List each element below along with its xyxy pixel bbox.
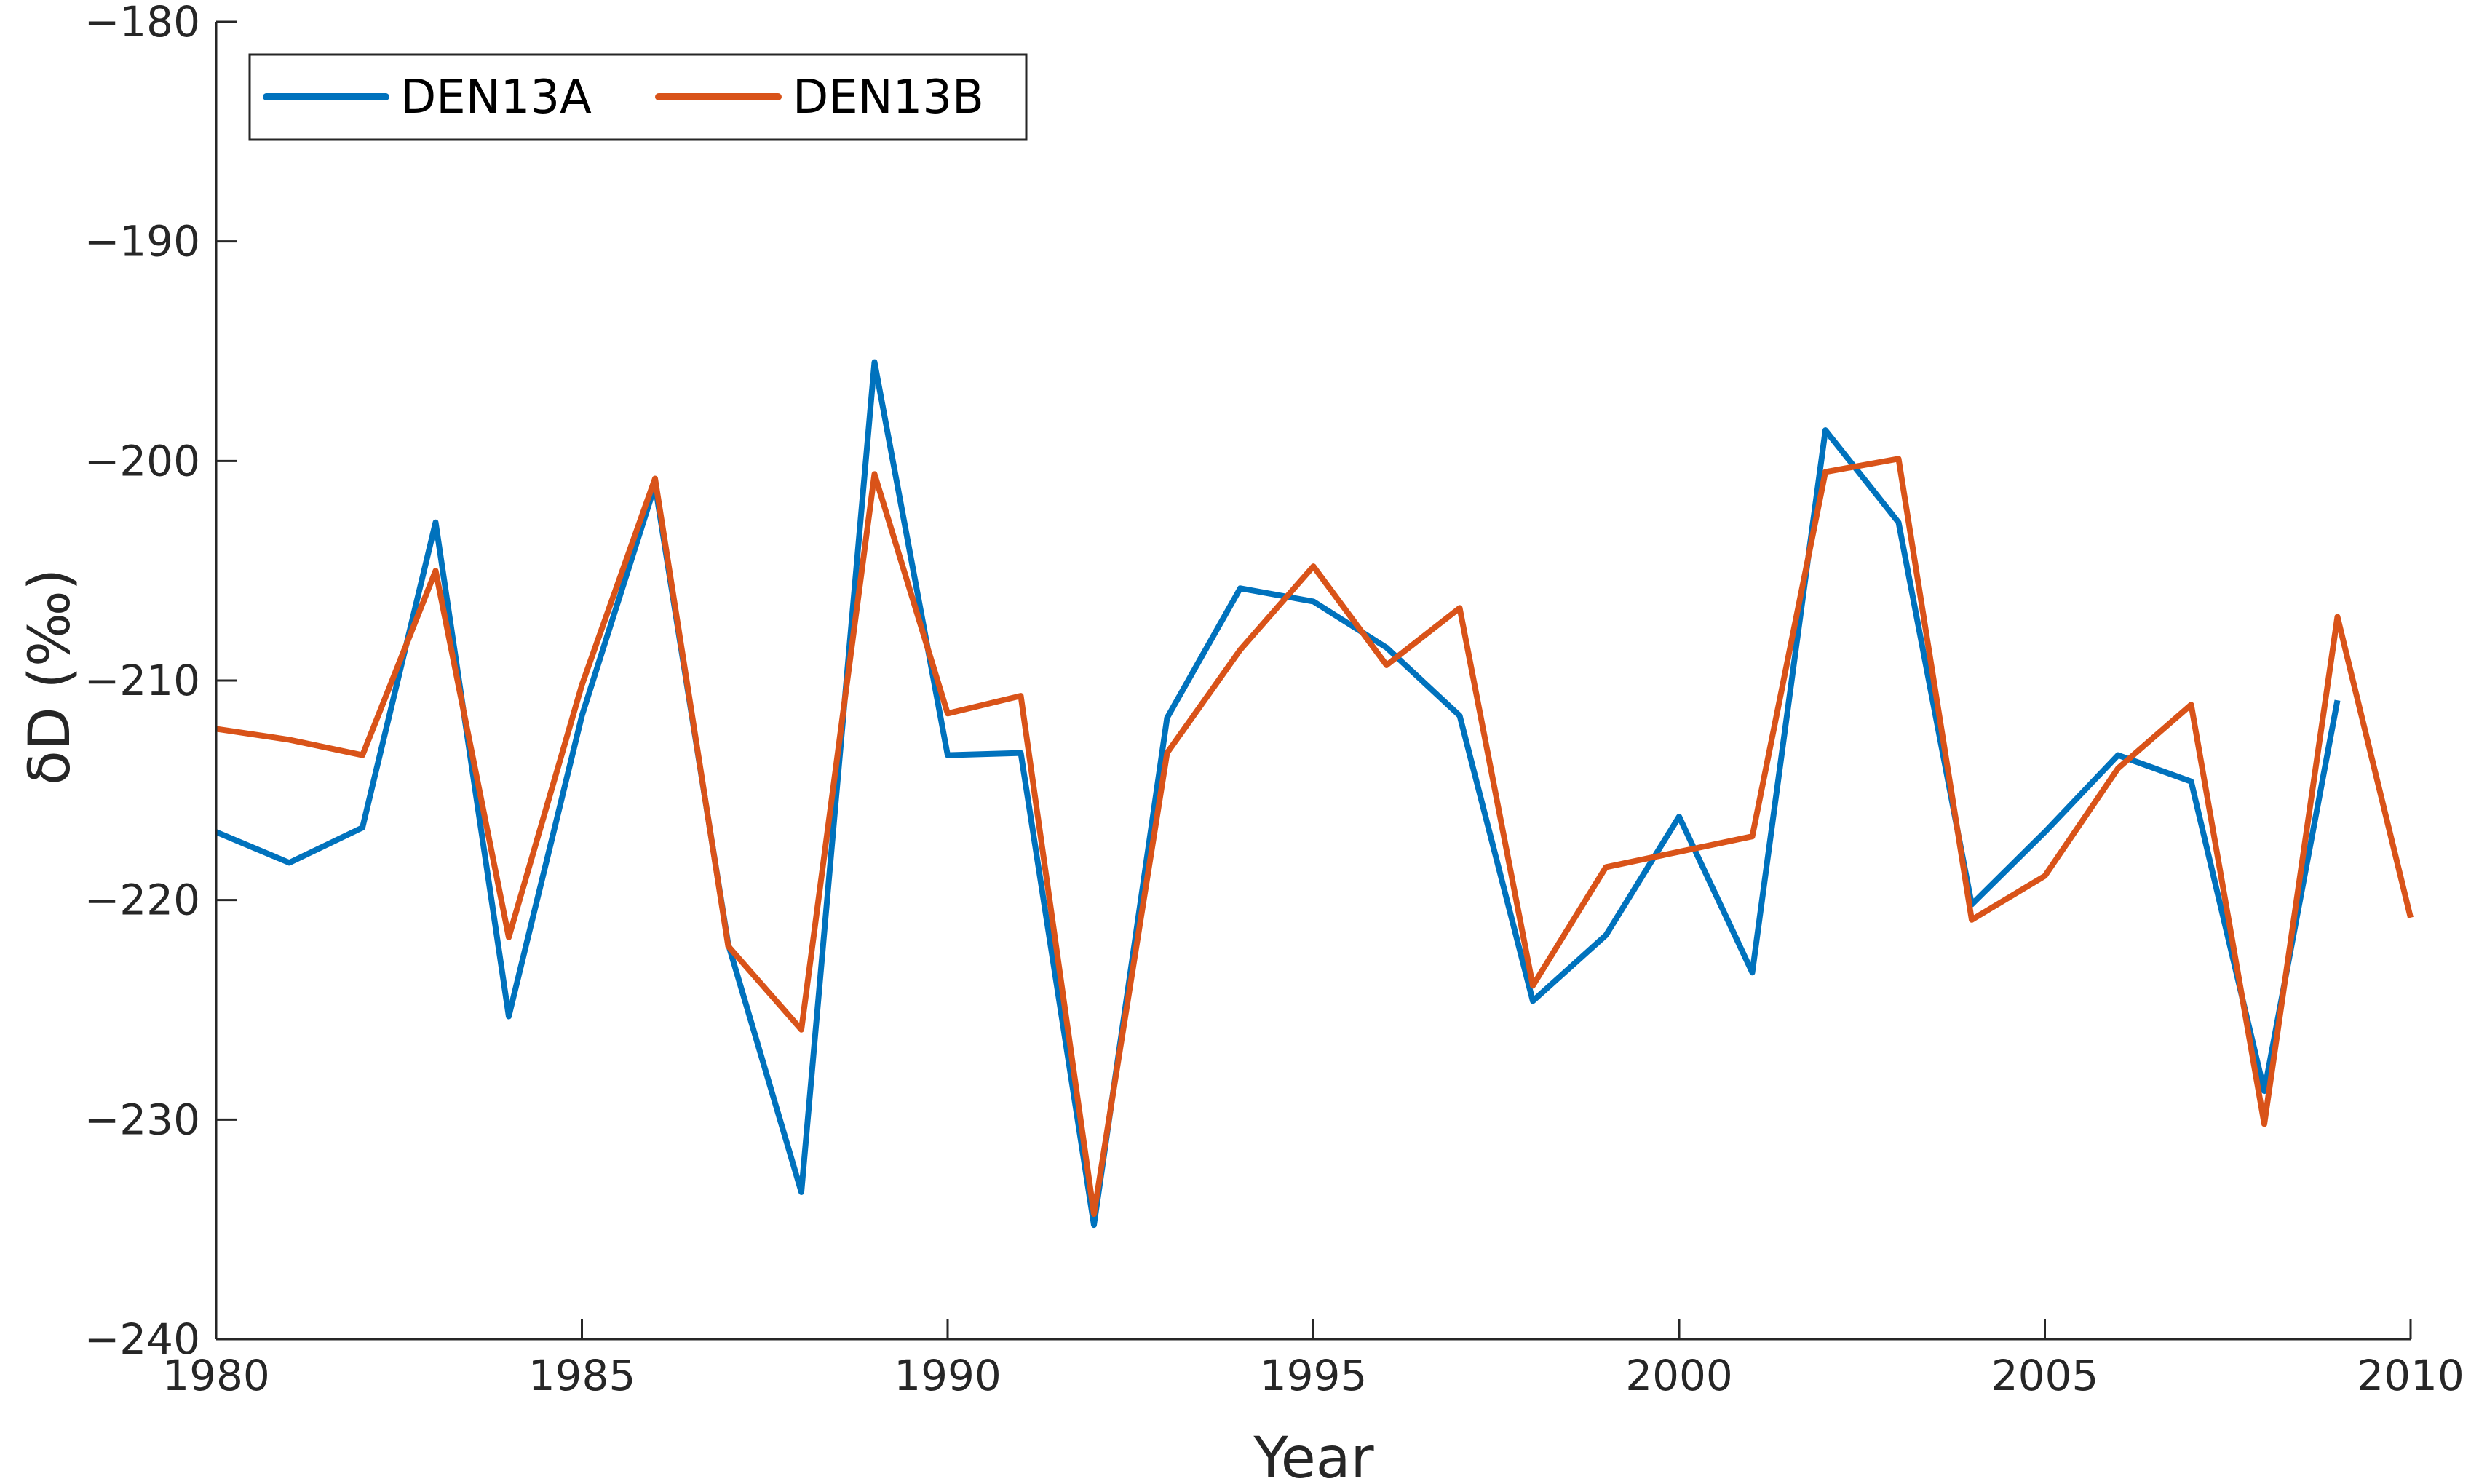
y-tick-label: −190 — [84, 217, 200, 266]
y-tick-label: −240 — [84, 1314, 200, 1364]
series-line-den13b — [215, 456, 2414, 1218]
legend-label-den13a: DEN13A — [400, 71, 592, 124]
y-tick-label: −210 — [84, 656, 200, 705]
legend: DEN13A DEN13B — [248, 53, 1028, 141]
legend-label-den13b: DEN13B — [793, 71, 984, 124]
y-axis-title: δD (‰) — [17, 568, 83, 785]
axes — [215, 20, 2412, 1341]
y-tick-label: −230 — [84, 1095, 200, 1144]
x-axis-title: Year — [1253, 1426, 1374, 1484]
x-tick-label: 1980 — [162, 1351, 270, 1400]
y-tick-label: −180 — [84, 0, 200, 47]
series-line-den13a — [215, 359, 2341, 1229]
x-tick-label: 1995 — [1260, 1351, 1368, 1400]
series-layer — [215, 359, 2414, 1229]
x-tick-label: 2010 — [2357, 1351, 2464, 1400]
x-tick-label: 2005 — [1991, 1351, 2099, 1400]
x-tick-label: 1985 — [528, 1351, 636, 1400]
x-tick-label: 1990 — [894, 1351, 1002, 1400]
x-tick-label: 2000 — [1625, 1351, 1733, 1400]
y-tick-label: −220 — [84, 876, 200, 925]
y-tick-label: −200 — [84, 436, 200, 485]
